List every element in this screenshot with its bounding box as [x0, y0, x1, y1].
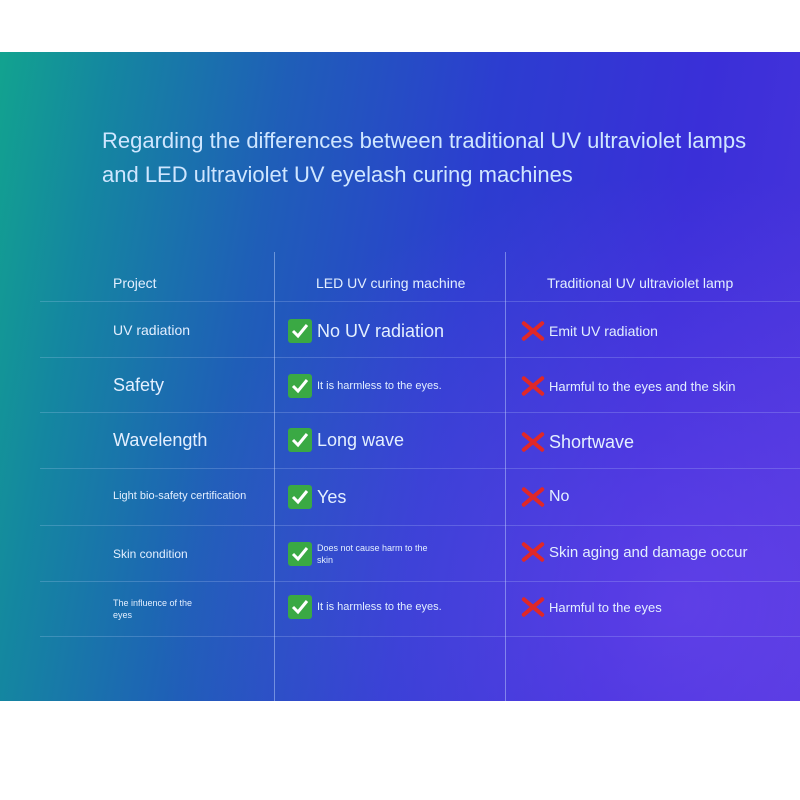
row-led: It is harmless to the eyes.: [288, 594, 498, 620]
row-traditional-text: Harmful to the eyes: [549, 599, 662, 615]
row-traditional: Harmful to the eyes and the skin: [520, 373, 790, 399]
comparison-panel: Regarding the differences between tradit…: [0, 52, 800, 701]
row-led: Does not cause harm to the skin: [288, 540, 498, 568]
header-led: LED UV curing machine: [316, 275, 466, 291]
row-led-text: Yes: [317, 486, 347, 507]
check-icon: [288, 595, 312, 619]
row-project: Light bio-safety certification: [113, 490, 247, 502]
row-led: Long wave: [288, 427, 498, 453]
row-divider: [40, 525, 800, 526]
header-traditional: Traditional UV ultraviolet lamp: [547, 275, 734, 291]
cross-icon: [520, 319, 546, 343]
check-icon: [288, 485, 312, 509]
row-traditional: Emit UV radiation: [520, 318, 790, 344]
row-traditional-text: Shortwave: [549, 431, 635, 452]
row-traditional-text: Emit UV radiation: [549, 323, 658, 339]
column-divider: [274, 252, 275, 701]
row-led-text: It is harmless to the eyes.: [317, 380, 442, 392]
row-divider: [40, 581, 800, 582]
check-icon: [288, 319, 312, 343]
row-led-text: Long wave: [317, 429, 405, 450]
page-title: Regarding the differences between tradit…: [102, 128, 747, 187]
header-project: Project: [113, 275, 157, 291]
row-divider: [40, 412, 800, 413]
row-traditional: Harmful to the eyes: [520, 594, 790, 620]
row-traditional-text: Skin aging and damage occur: [549, 543, 748, 561]
row-traditional: Skin aging and damage occur: [520, 539, 790, 565]
background-glow: [0, 52, 800, 701]
cross-icon: [520, 595, 546, 619]
row-project: The influence of the eyes: [113, 598, 193, 620]
row-traditional: No: [520, 484, 790, 510]
check-icon: [288, 428, 312, 452]
row-led: Yes: [288, 484, 498, 510]
row-divider: [40, 301, 800, 302]
cross-icon: [520, 540, 546, 564]
row-traditional-text: No: [549, 488, 570, 505]
check-icon: [288, 374, 312, 398]
row-led-text: Does not cause harm to the skin: [317, 543, 428, 565]
row-project: Skin condition: [113, 547, 188, 561]
row-project: Safety: [113, 374, 165, 395]
column-divider: [505, 252, 506, 701]
cross-icon: [520, 430, 546, 454]
row-led: No UV radiation: [288, 318, 498, 344]
row-traditional: Shortwave: [520, 429, 790, 455]
row-divider: [40, 357, 800, 358]
row-led-text: It is harmless to the eyes.: [317, 601, 442, 613]
check-icon: [288, 542, 312, 566]
cross-icon: [520, 374, 546, 398]
row-divider: [40, 636, 800, 637]
row-led: It is harmless to the eyes.: [288, 373, 498, 399]
row-project: UV radiation: [113, 322, 191, 338]
cross-icon: [520, 485, 546, 509]
row-project: Wavelength: [113, 429, 208, 450]
row-led-text: No UV radiation: [317, 320, 445, 341]
row-divider: [40, 468, 800, 469]
row-traditional-text: Harmful to the eyes and the skin: [549, 378, 736, 394]
